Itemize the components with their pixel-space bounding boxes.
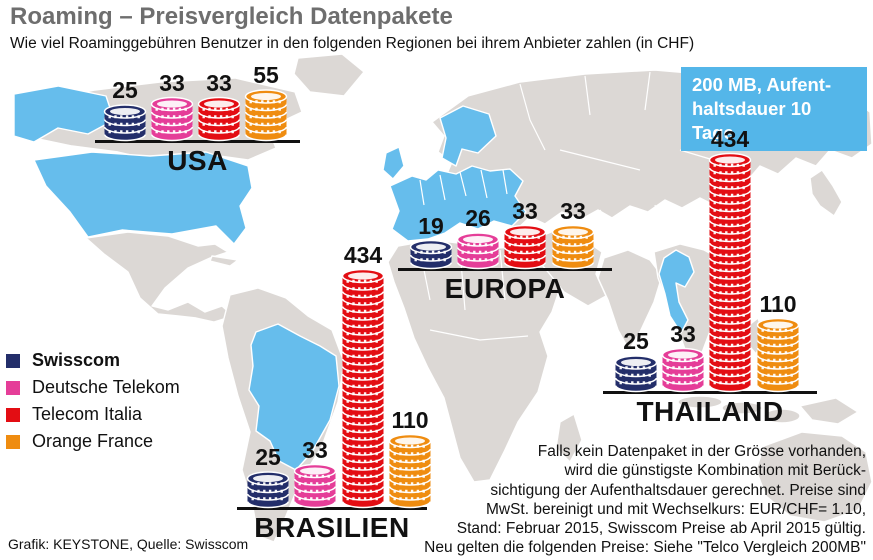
info-box-line-2: haltsdauer 10 Tage — [692, 98, 812, 144]
value-label-brasilien-swisscom: 25 — [255, 444, 281, 470]
credit-line: Grafik: KEYSTONE, Quelle: Swisscom — [8, 536, 249, 552]
coin-stack-thailand-deutsche-telekom — [660, 347, 706, 393]
value-label-brasilien-orange-france: 110 — [391, 407, 429, 433]
value-label-brasilien-telecom-italia: 434 — [343, 242, 383, 268]
coin-stack-usa-telecom-italia — [196, 96, 242, 142]
value-label-usa-deutsche-telekom: 33 — [159, 70, 185, 96]
legend-swatch-orange-france — [6, 434, 20, 449]
map-highlight-usa — [33, 151, 253, 245]
footnote-line: wird die günstigste Kombination mit Berü… — [564, 462, 866, 480]
legend-item-orange-france: Orange France — [6, 431, 180, 451]
map-land-caribbean — [209, 255, 239, 267]
footnote-line: sichtigung der Aufenthaltsdauer gerechne… — [490, 481, 866, 499]
coin-stack-thailand-orange-france — [755, 317, 801, 393]
legend: Swisscom Deutsche Telekom Telecom Italia… — [6, 350, 180, 460]
coin-stack-europa-swisscom — [408, 239, 454, 270]
value-label-thailand-deutsche-telekom: 33 — [670, 321, 696, 347]
map-highlight-europe — [389, 165, 527, 242]
map-land-java — [721, 401, 763, 415]
baseline-thailand — [603, 391, 817, 394]
coin-stack-brasilien-deutsche-telekom — [292, 463, 338, 509]
info-box: 200 MB, Aufent- haltsdauer 10 Tage — [681, 67, 867, 152]
coin-stack-europa-telecom-italia — [502, 224, 548, 270]
coin-stack-europa-deutsche-telekom — [455, 231, 501, 270]
legend-swatch-telecom-italia — [6, 407, 20, 422]
map-highlight-scandinavia — [439, 105, 497, 167]
baseline-usa — [95, 140, 300, 143]
baseline-europa — [398, 268, 612, 271]
region-label-usa: USA — [167, 145, 228, 176]
value-label-europa-deutsche-telekom: 26 — [465, 205, 491, 231]
coin-stack-usa-orange-france — [243, 88, 289, 142]
coin-stack-brasilien-swisscom — [245, 470, 291, 509]
map-land-greenland — [293, 53, 365, 97]
info-box-line-1: 200 MB, Aufent- — [692, 74, 832, 95]
value-label-europa-telecom-italia: 33 — [512, 198, 538, 224]
coin-stack-europa-orange-france — [550, 224, 596, 270]
value-label-europa-swisscom: 19 — [418, 213, 444, 239]
region-label-brasilien: BRASILIEN — [254, 512, 410, 543]
legend-label: Deutsche Telekom — [32, 377, 180, 397]
coin-stack-usa-deutsche-telekom — [149, 96, 195, 142]
value-label-usa-swisscom: 25 — [112, 77, 138, 103]
coin-stack-usa-swisscom — [102, 103, 148, 142]
footnote-line: MwSt. bereinigt und mit Wechselkurs: EUR… — [485, 500, 866, 518]
legend-item-deutsche-telekom: Deutsche Telekom — [6, 377, 180, 397]
region-label-europa: EUROPA — [444, 273, 566, 304]
footnote-line: Neu gelten die folgenden Preise: Siehe "… — [424, 539, 866, 557]
legend-item-swisscom: Swisscom — [6, 350, 180, 370]
coin-stack-thailand-telecom-italia — [707, 152, 753, 393]
map-land-india — [597, 249, 663, 351]
legend-item-telecom-italia: Telecom Italia — [6, 404, 180, 424]
value-label-thailand-orange-france: 110 — [759, 291, 797, 317]
map-highlight-alaska — [13, 85, 115, 143]
value-label-europa-orange-france: 33 — [560, 198, 586, 224]
map-land-madagascar — [555, 413, 583, 463]
value-label-thailand-telecom-italia: 434 — [710, 126, 750, 152]
value-label-thailand-swisscom: 25 — [623, 328, 649, 354]
map-land-japan — [809, 169, 843, 217]
coin-stack-brasilien-telecom-italia — [340, 268, 386, 509]
map-land-australia — [755, 431, 873, 523]
coin-stack-brasilien-orange-france — [387, 433, 433, 509]
region-label-thailand: THAILAND — [636, 396, 784, 427]
legend-label: Telecom Italia — [32, 404, 143, 424]
value-label-brasilien-deutsche-telekom: 33 — [302, 437, 328, 463]
legend-swatch-swisscom — [6, 353, 20, 368]
page-subtitle: Wie viel Roaminggebühren Benutzer in den… — [10, 35, 695, 52]
legend-swatch-deutsche-telekom — [6, 380, 20, 395]
page-title: Roaming – Preisvergleich Datenpakete — [10, 3, 453, 30]
map-highlight-thailand — [658, 249, 695, 334]
legend-label: Swisscom — [32, 350, 121, 370]
map-highlight-uk — [382, 146, 405, 180]
footnote-line: Stand: Februar 2015, Swisscom Preise ab … — [456, 520, 866, 538]
map-land-borneo — [763, 408, 801, 424]
footnote: Falls kein Datenpaket in der Grösse vorh… — [424, 442, 866, 558]
coin-stack-thailand-swisscom — [613, 354, 659, 393]
map-land-new-guinea — [799, 397, 859, 425]
map-land-sumatra — [677, 395, 723, 409]
value-label-usa-telecom-italia: 33 — [206, 70, 232, 96]
footnote-line: Falls kein Datenpaket in der Grösse vorh… — [537, 443, 866, 460]
value-label-usa-orange-france: 55 — [253, 62, 279, 88]
map-land-central-america — [85, 231, 234, 323]
baseline-brasilien — [237, 507, 427, 510]
legend-label: Orange France — [32, 431, 154, 451]
